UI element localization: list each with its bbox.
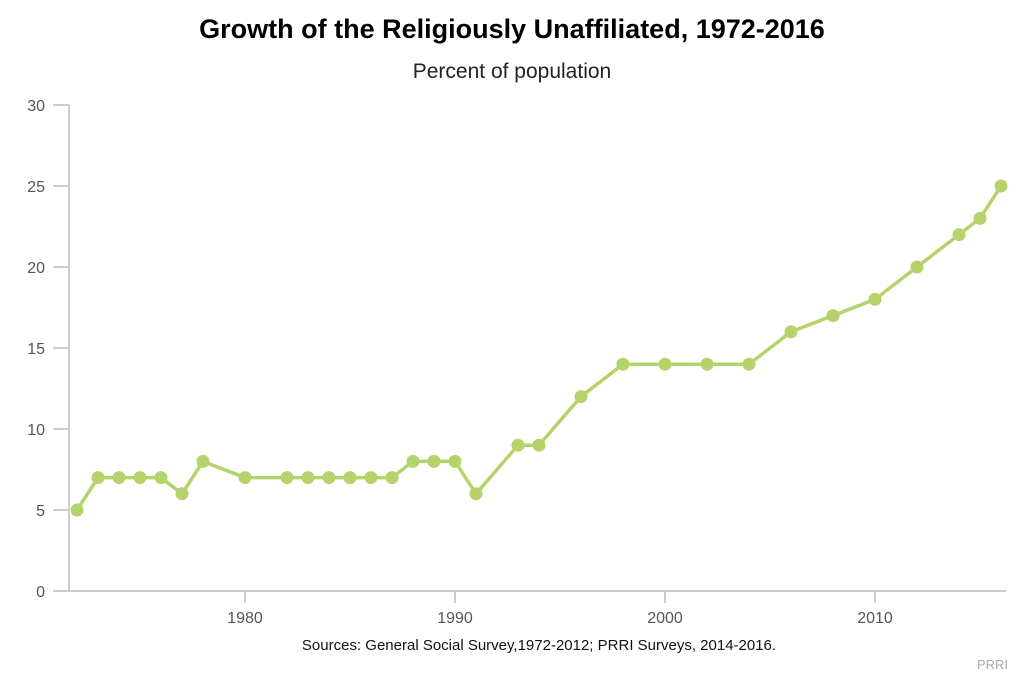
data-point bbox=[154, 471, 168, 485]
data-point bbox=[196, 454, 210, 468]
x-tick-label: 2000 bbox=[647, 610, 683, 627]
data-point bbox=[406, 454, 420, 468]
y-tick-label: 15 bbox=[27, 341, 45, 358]
y-tick-label: 25 bbox=[27, 179, 45, 196]
data-point bbox=[511, 438, 525, 452]
y-tick-label: 0 bbox=[36, 584, 45, 601]
data-point bbox=[826, 309, 840, 323]
data-point bbox=[427, 454, 441, 468]
data-point bbox=[616, 357, 630, 371]
data-point bbox=[658, 357, 672, 371]
data-point bbox=[469, 487, 483, 501]
data-point bbox=[910, 260, 924, 274]
source-note: Sources: General Social Survey,1972-2012… bbox=[301, 637, 777, 654]
data-point bbox=[385, 471, 399, 485]
data-point bbox=[994, 179, 1008, 193]
x-tick-label: 1980 bbox=[227, 610, 263, 627]
chart-subtitle: Percent of population bbox=[412, 60, 612, 83]
data-point bbox=[700, 357, 714, 371]
series-line bbox=[75, 185, 1003, 511]
x-tick-label: 1990 bbox=[437, 610, 473, 627]
data-point bbox=[784, 325, 798, 339]
x-tick-label: 2010 bbox=[857, 610, 893, 627]
chart-title: Growth of the Religiously Unaffiliated, … bbox=[199, 14, 825, 44]
y-tick-label: 30 bbox=[27, 98, 45, 115]
y-tick-label: 5 bbox=[36, 503, 45, 520]
data-point bbox=[238, 471, 252, 485]
data-point bbox=[322, 471, 336, 485]
data-point bbox=[133, 471, 147, 485]
data-point bbox=[301, 471, 315, 485]
y-tick-label: 10 bbox=[27, 422, 45, 439]
data-point bbox=[343, 471, 357, 485]
credit-label: PRRI bbox=[976, 657, 1008, 672]
data-point bbox=[532, 438, 546, 452]
data-point bbox=[70, 503, 84, 517]
data-point bbox=[448, 454, 462, 468]
data-point bbox=[91, 471, 105, 485]
data-point bbox=[868, 292, 882, 306]
data-point bbox=[175, 487, 189, 501]
data-point bbox=[952, 228, 966, 242]
y-tick-label: 20 bbox=[27, 260, 45, 277]
data-point bbox=[364, 471, 378, 485]
data-point bbox=[973, 211, 987, 225]
data-point bbox=[112, 471, 126, 485]
data-point bbox=[574, 390, 588, 404]
data-point bbox=[280, 471, 294, 485]
data-point bbox=[742, 357, 756, 371]
